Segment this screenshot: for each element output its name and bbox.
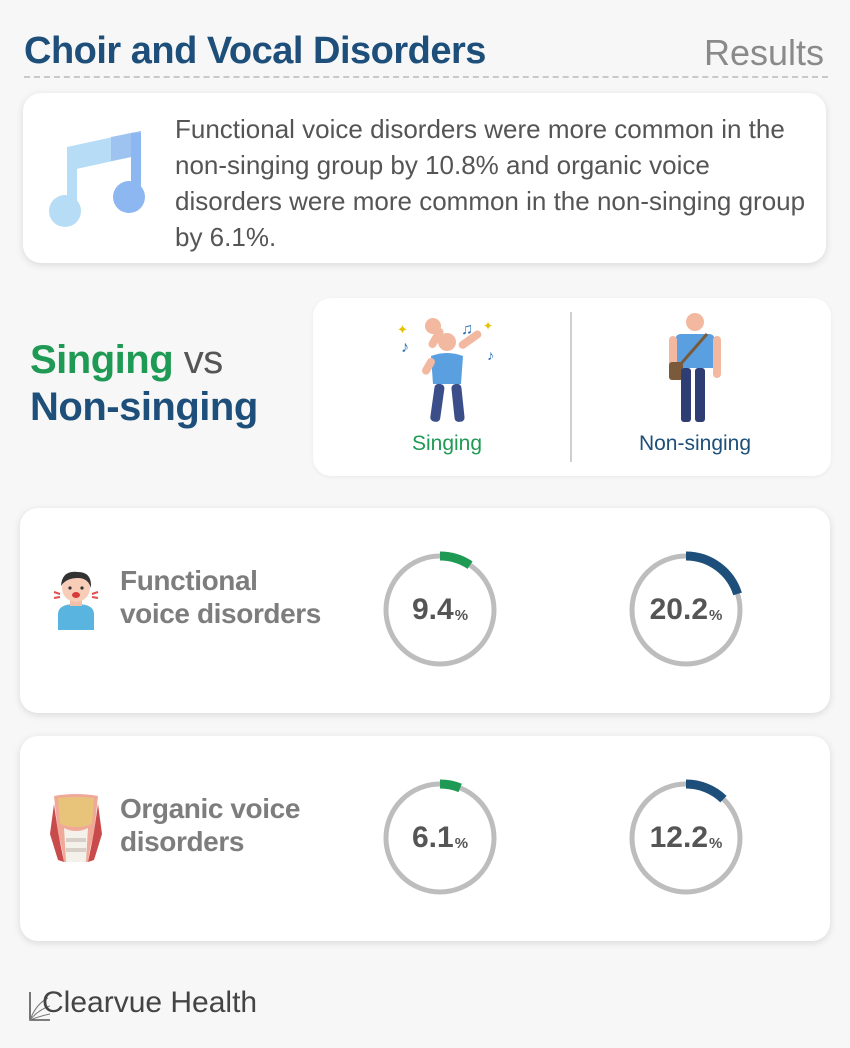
singing-ring: 6.1% (380, 778, 500, 898)
singing-ring: 9.4% (380, 550, 500, 670)
stat-label: Organic voice disorders (120, 792, 350, 858)
value-unit: % (454, 834, 469, 852)
svg-text:✦: ✦ (397, 322, 408, 337)
standing-person-icon (659, 312, 729, 429)
svg-text:♫: ♫ (461, 321, 473, 338)
group-a-heading: Singing (30, 338, 174, 382)
value-number: 6.1 (411, 821, 454, 854)
ring-value: 12.2% (626, 778, 746, 898)
summary-text: Functional voice disorders were more com… (175, 114, 806, 252)
dancing-person-icon: ✦ ✦ ♪ ♫ ♪ (395, 312, 505, 429)
group-divider (570, 312, 572, 462)
ring-value: 20.2% (626, 550, 746, 670)
group-b-heading: Non-singing (30, 385, 258, 429)
music-note-icon (49, 131, 149, 232)
value-number: 20.2 (649, 593, 709, 626)
sick-person-icon (50, 566, 102, 635)
ring-progress-arc (439, 779, 462, 793)
value-number: 9.4 (411, 593, 454, 626)
value-number: 12.2 (649, 821, 709, 854)
ring-svg (629, 779, 743, 895)
page-header: Choir and Vocal Disorders Results (24, 26, 828, 78)
page-title: Choir and Vocal Disorders (24, 30, 486, 72)
value-unit: % (709, 834, 723, 852)
summary-card: Functional voice disorders were more com… (23, 93, 826, 263)
brand-name: Clearvue Health (42, 986, 258, 1019)
stat-label-line2: voice disorders (120, 598, 321, 629)
stat-label-line1: Functional (120, 565, 258, 596)
ring-progress-arc (685, 779, 727, 803)
stat-label-line1: Organic voice (120, 793, 300, 824)
stat-label: Functional voice disorders (120, 564, 350, 630)
group-a-label: Singing (411, 432, 483, 455)
ring-value: 6.1% (380, 778, 500, 898)
vs-text: vs (183, 338, 224, 382)
value-unit: % (709, 606, 723, 624)
stat-label-line2: disorders (120, 826, 244, 857)
svg-text:✦: ✦ (483, 319, 493, 333)
non-singing-ring: 12.2% (626, 778, 746, 898)
svg-text:♪: ♪ (487, 347, 494, 363)
ring-progress-arc (685, 551, 742, 596)
throat-icon (50, 794, 102, 869)
ring-svg (629, 551, 743, 667)
ring-progress-arc (439, 551, 473, 569)
ring-svg (383, 779, 497, 895)
group-b-label: Non-singing (638, 432, 752, 455)
svg-text:♪: ♪ (401, 339, 409, 356)
value-unit: % (454, 606, 469, 624)
groups-legend-card: ✦ ✦ ♪ ♫ ♪ Singing Non-singing (313, 298, 831, 476)
ring-svg (383, 551, 497, 667)
non-singing-ring: 20.2% (626, 550, 746, 670)
ring-value: 9.4% (380, 550, 500, 670)
clearvue-logo-icon (29, 992, 50, 1021)
organic-disorders-card: Organic voice disorders 6.1% 12.2% (20, 736, 830, 941)
functional-disorders-card: Functional voice disorders 9.4% 20.2% (20, 508, 830, 713)
comparison-heading: Singing vs Non-singing (30, 338, 258, 430)
section-label: Results (703, 32, 824, 73)
